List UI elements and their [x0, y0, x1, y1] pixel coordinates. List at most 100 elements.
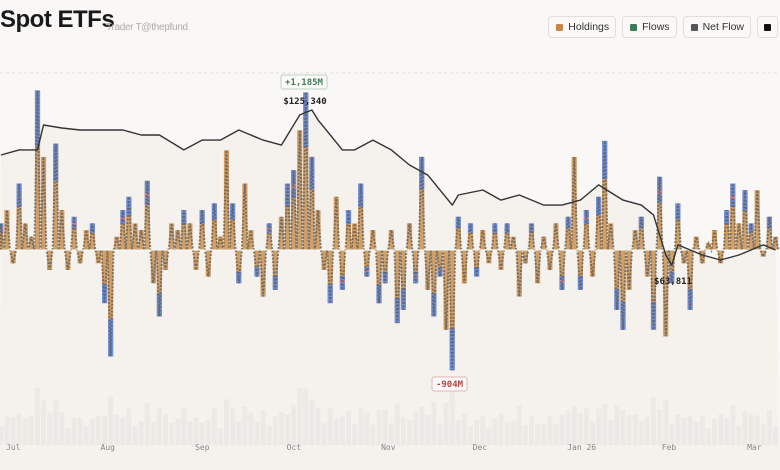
flow-bar[interactable]	[345, 210, 352, 250]
flow-bar[interactable]	[382, 250, 388, 284]
flow-bar-holdings	[352, 223, 358, 250]
page-subtitle: Trader T@thepfund	[106, 22, 188, 33]
min-flow-badge	[431, 376, 468, 392]
flow-bar[interactable]	[162, 250, 169, 270]
flow-bar[interactable]	[150, 250, 156, 284]
flow-bar[interactable]	[175, 230, 181, 251]
flow-bar[interactable]	[187, 223, 193, 250]
flow-bar[interactable]	[498, 250, 504, 270]
flow-bar[interactable]	[333, 196, 339, 250]
flow-bar[interactable]	[547, 250, 553, 270]
flow-bar[interactable]	[644, 250, 650, 277]
flow-bar[interactable]	[687, 250, 693, 310]
flow-bar[interactable]	[553, 223, 559, 250]
flow-bar[interactable]	[400, 250, 406, 310]
flow-bar[interactable]	[28, 236, 34, 250]
flow-bar[interactable]	[742, 190, 748, 251]
flow-bar[interactable]	[22, 223, 28, 250]
flow-bar[interactable]	[425, 250, 431, 290]
flow-bar[interactable]	[535, 250, 541, 284]
flow-bar[interactable]	[248, 230, 254, 251]
flow-bar[interactable]	[754, 190, 760, 251]
flow-bar-holdings	[577, 250, 583, 290]
legend-label: Net Flow	[702, 21, 744, 33]
legend-holdings-toggle[interactable]: Holdings	[548, 16, 617, 38]
flow-bar[interactable]	[205, 250, 211, 277]
volume-bar	[565, 410, 571, 446]
legend-flows-toggle[interactable]: Flows	[622, 16, 677, 38]
flow-bar-holdings	[22, 223, 28, 250]
flow-bar[interactable]	[486, 250, 492, 264]
flow-bar[interactable]	[589, 250, 596, 277]
flow-bar[interactable]	[522, 250, 528, 264]
flow-bar[interactable]	[443, 250, 449, 330]
flow-bar[interactable]	[217, 236, 223, 250]
flow-bar[interactable]	[138, 230, 144, 251]
flow-bar[interactable]	[242, 183, 248, 251]
flow-bar[interactable]	[632, 230, 638, 251]
flow-bar[interactable]	[59, 210, 65, 250]
flow-bar[interactable]	[772, 236, 779, 250]
flow-bar[interactable]	[34, 90, 41, 251]
flow-bar[interactable]	[711, 230, 718, 251]
flow-bar[interactable]	[169, 223, 175, 250]
flow-bar[interactable]	[260, 250, 266, 297]
flow-bar-holdings	[681, 250, 687, 264]
flow-bar[interactable]	[480, 230, 486, 251]
flow-bar[interactable]	[541, 236, 547, 250]
flow-bar[interactable]	[193, 250, 199, 270]
flow-bar[interactable]	[608, 223, 614, 250]
flow-bar[interactable]	[693, 236, 699, 250]
flow-bar[interactable]	[114, 236, 120, 250]
flow-bar[interactable]	[461, 250, 467, 284]
flow-bar[interactable]	[40, 156, 47, 250]
flow-bar-holdings	[297, 130, 303, 250]
flow-bar-holdings	[315, 210, 321, 250]
flow-bar[interactable]	[223, 150, 230, 251]
flow-bar[interactable]	[663, 250, 669, 337]
flow-bar[interactable]	[394, 250, 400, 324]
volume-bar	[498, 414, 504, 446]
flow-bar[interactable]	[626, 250, 632, 290]
flow-bar[interactable]	[199, 210, 205, 250]
legend-net-flow-toggle[interactable]: Net Flow	[682, 16, 751, 38]
flow-bar-holdings	[589, 250, 596, 277]
volume-bar	[144, 402, 150, 445]
flow-bar[interactable]	[278, 216, 284, 251]
flow-bar[interactable]	[303, 92, 309, 251]
flow-bar[interactable]	[352, 223, 358, 250]
x-tick-label: Jul	[6, 443, 21, 452]
flow-bar[interactable]	[736, 223, 742, 250]
volume-bar	[742, 411, 748, 446]
volume-bar	[718, 414, 724, 445]
flow-bar[interactable]	[388, 230, 394, 251]
legend-price-toggle[interactable]	[757, 16, 778, 38]
flow-bar[interactable]	[321, 250, 327, 270]
flow-bar[interactable]	[297, 130, 303, 250]
flow-bar[interactable]	[510, 236, 516, 250]
flow-bar[interactable]	[699, 250, 705, 264]
flow-bar-holdings	[608, 223, 614, 250]
flow-bar[interactable]	[406, 223, 413, 250]
x-tick-label: Mar	[747, 443, 762, 452]
flow-bar[interactable]	[718, 250, 724, 264]
flow-bar[interactable]	[370, 230, 376, 251]
flow-bar[interactable]	[65, 250, 71, 270]
flow-bar[interactable]	[95, 250, 101, 264]
flow-bar[interactable]	[4, 210, 10, 250]
flow-bar[interactable]	[571, 156, 577, 250]
flow-bar[interactable]	[650, 250, 657, 330]
flow-bar[interactable]	[577, 250, 583, 290]
flow-bar[interactable]	[83, 230, 89, 251]
flow-bar-holdings	[766, 216, 772, 251]
flow-bar[interactable]	[77, 250, 83, 264]
flow-bar[interactable]	[10, 250, 16, 264]
flow-bar[interactable]	[315, 210, 321, 250]
flow-bar[interactable]	[132, 223, 138, 250]
flow-bar[interactable]	[760, 250, 766, 257]
flow-bar[interactable]	[516, 250, 522, 297]
volume-bar	[504, 423, 510, 445]
flow-bar[interactable]	[681, 250, 687, 264]
flow-bar[interactable]	[705, 243, 711, 250]
flow-bar[interactable]	[47, 250, 53, 270]
